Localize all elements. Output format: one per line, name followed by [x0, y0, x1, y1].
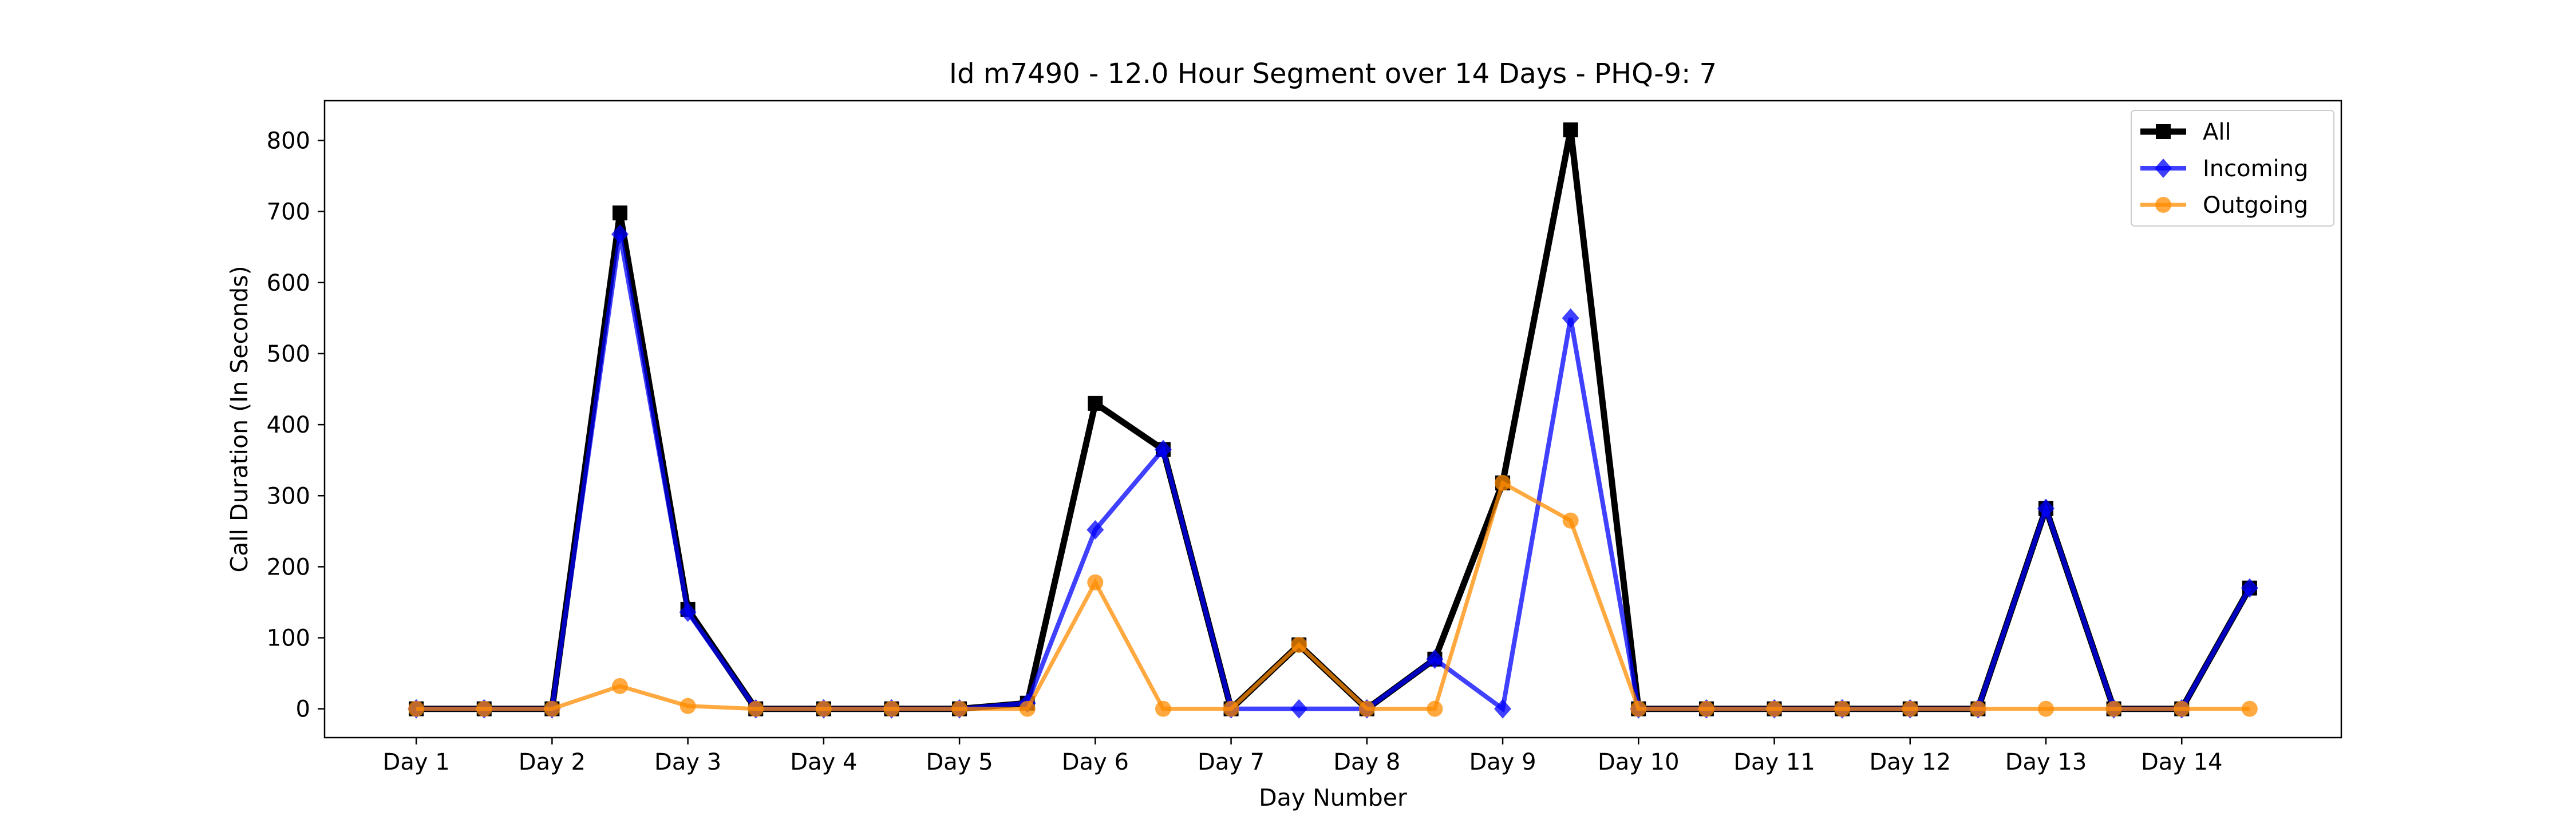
y-axis-title: Call Duration (In Seconds) — [226, 266, 253, 572]
axis-ticks-layer: Day 1 Day 2 Day 3 Day 4 Day 5 Day 6 Day 7 Day 8… — [267, 128, 2223, 775]
y-tick-label: 700 — [267, 199, 310, 225]
data-point-outgoing — [1698, 700, 1714, 717]
data-point-outgoing — [1495, 474, 1511, 491]
data-point-outgoing — [679, 698, 696, 714]
data-point-outgoing — [815, 700, 832, 717]
x-tick-label: Day 12 — [1869, 749, 1951, 775]
data-point-outgoing — [748, 700, 764, 717]
series-line-incoming — [416, 233, 2252, 713]
chart-legend: All Incoming Outgoing — [2131, 110, 2334, 227]
series-all — [409, 122, 2257, 716]
x-axis-title: Day Number — [1259, 784, 1407, 811]
legend-marker-all — [2156, 124, 2171, 139]
x-tick-label: Day 4 — [790, 749, 857, 775]
series-incoming — [408, 224, 2258, 719]
legend-marker-incoming — [2155, 159, 2172, 178]
x-tick-label: Day 13 — [2005, 749, 2087, 775]
data-point-incoming — [1290, 699, 1308, 719]
legend-box — [2131, 110, 2334, 227]
y-tick-label: 300 — [267, 483, 310, 509]
x-tick-label: Day 5 — [926, 749, 993, 775]
data-point-outgoing — [1970, 700, 1986, 717]
data-point-outgoing — [1902, 700, 1918, 717]
data-point-outgoing — [883, 700, 900, 717]
data-point-outgoing — [611, 678, 628, 694]
data-point-all — [612, 205, 627, 221]
x-tick-label: Day 7 — [1198, 749, 1265, 775]
x-tick-label: Day 8 — [1333, 749, 1400, 775]
data-point-outgoing — [1155, 700, 1171, 717]
x-tick-label: Day 11 — [1733, 749, 1815, 775]
data-point-incoming — [2241, 578, 2258, 598]
plot-area-frame — [323, 100, 2342, 739]
data-point-all — [1563, 122, 1578, 137]
data-point-outgoing — [2241, 700, 2258, 717]
legend-marker-outgoing — [2155, 197, 2171, 213]
x-tick-label: Day 1 — [383, 749, 450, 775]
data-point-incoming — [1562, 308, 1579, 328]
x-tick-label: Day 10 — [1598, 749, 1680, 775]
data-point-incoming — [1154, 439, 1172, 459]
series-outgoing — [408, 474, 2258, 717]
series-line-outgoing — [416, 480, 2250, 711]
y-tick-label: 400 — [267, 412, 310, 438]
y-tick-label: 200 — [267, 554, 310, 580]
data-point-outgoing — [1427, 700, 1443, 717]
data-point-outgoing — [1291, 636, 1307, 653]
legend-item-all: All — [2140, 119, 2231, 145]
data-point-incoming — [611, 224, 629, 244]
data-point-all — [1088, 395, 1103, 411]
series-line-all — [416, 129, 2253, 715]
data-point-outgoing — [951, 700, 968, 717]
data-point-outgoing — [544, 700, 560, 717]
data-point-outgoing — [2038, 700, 2055, 717]
legend-label-outgoing: Outgoing — [2203, 192, 2308, 219]
legend-label-all: All — [2203, 119, 2231, 145]
data-point-outgoing — [476, 700, 492, 717]
data-point-incoming — [2037, 498, 2055, 518]
data-point-outgoing — [1562, 512, 1579, 529]
data-point-outgoing — [1019, 700, 1036, 717]
data-point-outgoing — [408, 700, 425, 717]
data-point-incoming — [1086, 520, 1104, 540]
data-point-outgoing — [1834, 700, 1851, 717]
x-tick-label: Day 14 — [2141, 749, 2223, 775]
x-tick-label: Day 6 — [1062, 749, 1129, 775]
y-tick-label: 100 — [267, 625, 310, 652]
series-layer — [408, 122, 2258, 719]
legend-item-incoming: Incoming — [2140, 156, 2308, 182]
y-tick-label: 800 — [267, 128, 310, 154]
y-tick-label: 0 — [296, 696, 310, 723]
legend-label-incoming: Incoming — [2203, 156, 2308, 182]
y-tick-label: 500 — [267, 341, 310, 367]
data-point-incoming — [679, 602, 697, 622]
x-tick-label: Day 2 — [519, 749, 586, 775]
data-point-outgoing — [1087, 574, 1104, 591]
data-point-outgoing — [1223, 700, 1239, 717]
data-point-outgoing — [2105, 700, 2122, 717]
data-point-incoming — [1426, 649, 1444, 669]
data-point-incoming — [1494, 699, 1512, 719]
data-point-outgoing — [1766, 700, 1783, 717]
data-point-outgoing — [1630, 700, 1647, 717]
chart-title: Id m7490 - 12.0 Hour Segment over 14 Day… — [949, 58, 1717, 90]
x-tick-label: Day 3 — [654, 749, 721, 775]
data-point-outgoing — [2174, 700, 2190, 717]
legend-item-outgoing: Outgoing — [2140, 192, 2308, 219]
data-point-outgoing — [1358, 700, 1375, 717]
y-tick-label: 600 — [267, 270, 310, 296]
x-tick-label: Day 9 — [1469, 749, 1536, 775]
